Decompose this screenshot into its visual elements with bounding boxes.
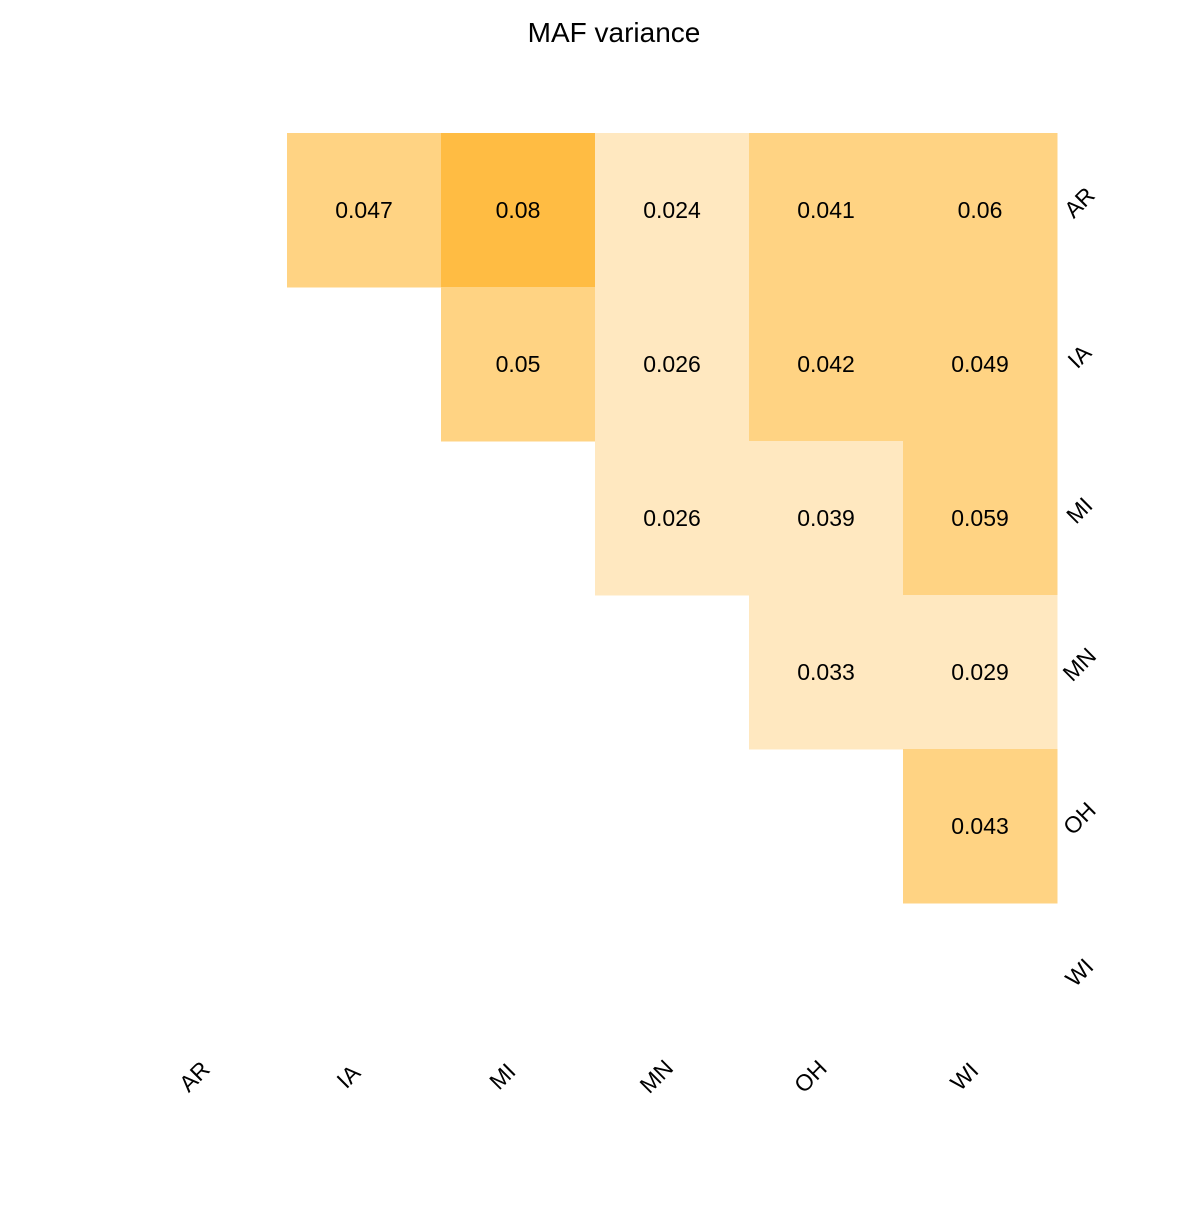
cell-value-label-ar-mi: 0.08 <box>496 197 541 223</box>
heatmap-cell-ia-wi <box>903 287 1058 442</box>
heatmap-cell-ia-oh <box>749 287 904 442</box>
heatmap-cell-mi-oh <box>749 441 904 596</box>
cell-value-label-mi-mn: 0.026 <box>643 505 701 531</box>
cell-value-label-ar-ia: 0.047 <box>335 197 393 223</box>
chart-title: MAF variance <box>528 17 701 48</box>
cell-value-label-ar-wi: 0.06 <box>958 197 1003 223</box>
x-tick-label-mn: MN <box>635 1055 679 1099</box>
heatmap-cell-mn-wi <box>903 595 1058 750</box>
x-tick-label-wi: WI <box>945 1057 983 1095</box>
heatmap-cell-ar-mi <box>441 133 596 288</box>
heatmap-cell-ar-mn <box>595 133 750 288</box>
heatmap-cell-ia-mi <box>441 287 596 442</box>
heatmap-cell-ar-oh <box>749 133 904 288</box>
x-tick-label-mi: MI <box>484 1058 520 1094</box>
cell-value-label-ia-mn: 0.026 <box>643 351 701 377</box>
y-axis-tick-labels: AR IA MI MN OH WI <box>1058 182 1102 992</box>
x-axis-tick-labels: AR IA MI MN OH WI <box>174 1055 984 1099</box>
cell-value-label-ia-oh: 0.042 <box>797 351 855 377</box>
cell-value-label-mi-wi: 0.059 <box>951 505 1009 531</box>
cell-value-label-ia-mi: 0.05 <box>496 351 541 377</box>
cell-value-label-ia-wi: 0.049 <box>951 351 1009 377</box>
heatmap-cell-mi-wi <box>903 441 1058 596</box>
cell-value-label-mi-oh: 0.039 <box>797 505 855 531</box>
heatmap-cell-ar-ia <box>287 133 442 288</box>
heatmap-cell-ia-mn <box>595 287 750 442</box>
heatmap-cell-mi-mn <box>595 441 750 596</box>
cell-value-label-mn-wi: 0.029 <box>951 659 1009 685</box>
y-tick-label-wi: WI <box>1060 953 1098 991</box>
heatmap-cells <box>287 133 1058 904</box>
y-tick-label-mi: MI <box>1061 492 1097 528</box>
heatmap-cell-oh-wi <box>903 749 1058 904</box>
x-tick-label-oh: OH <box>789 1055 832 1098</box>
cell-value-label-ar-mn: 0.024 <box>643 197 701 223</box>
cell-value-label-mn-oh: 0.033 <box>797 659 855 685</box>
x-tick-label-ia: IA <box>331 1059 365 1093</box>
heatmap-cell-labels: 0.047 0.08 0.024 0.041 0.06 0.05 0.026 0.042 0.0… <box>335 197 1009 839</box>
heatmap-cell-ar-wi <box>903 133 1058 288</box>
y-tick-label-ar: AR <box>1059 182 1100 223</box>
y-tick-label-oh: OH <box>1058 797 1101 840</box>
heatmap-cell-mn-oh <box>749 595 904 750</box>
cell-value-label-oh-wi: 0.043 <box>951 813 1009 839</box>
x-tick-label-ar: AR <box>174 1056 215 1097</box>
cell-value-label-ar-oh: 0.041 <box>797 197 855 223</box>
y-tick-label-ia: IA <box>1062 339 1096 373</box>
y-tick-label-mn: MN <box>1058 643 1102 687</box>
